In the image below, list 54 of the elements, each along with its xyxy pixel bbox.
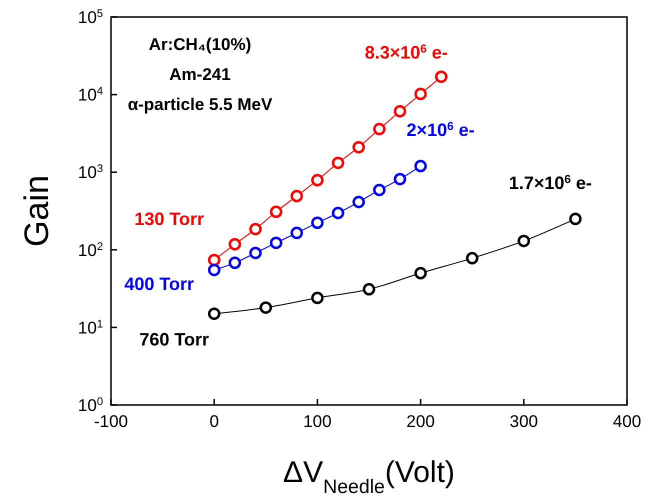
x-tick-label: 0: [209, 412, 219, 431]
point: [228, 238, 242, 250]
point: [249, 222, 262, 236]
point: [332, 156, 344, 170]
point: [290, 190, 304, 202]
y-tick-label: 10$^{0}$: [78, 396, 103, 415]
point: [569, 212, 582, 226]
x-tick-label: 300: [510, 412, 538, 431]
point: [373, 122, 386, 136]
point: [332, 206, 344, 220]
point: [362, 283, 376, 296]
point: [249, 246, 262, 260]
point: [352, 196, 365, 208]
x-tick-label: 200: [406, 412, 435, 431]
y-tick-label: 10$^{5}$: [78, 8, 103, 27]
point: [311, 174, 324, 186]
annotation: α-particle 5.5 MeV: [128, 95, 273, 114]
y-tick-label: 10$^{4}$: [78, 86, 103, 105]
point: [208, 307, 220, 320]
annotation: 8.3×10$^{6}$ e-: [364, 42, 448, 63]
x-tick-label: 100: [303, 412, 332, 431]
x-tick-label: -100: [94, 412, 128, 431]
point: [373, 184, 386, 196]
point: [208, 254, 220, 266]
annotation: 2×10$^{6}$ e-: [406, 120, 475, 140]
series-label: 130 Torr: [134, 208, 204, 229]
x-axis-title: ΔV$_{Needle}$(Volt): [283, 456, 455, 498]
point: [414, 266, 427, 280]
annotation: Am-241: [169, 65, 231, 84]
series-label: 400 Torr: [124, 274, 194, 294]
point: [414, 160, 427, 172]
y-axis-title: Gain: [18, 175, 56, 247]
point: [394, 105, 406, 118]
point: [352, 140, 365, 154]
point: [270, 236, 282, 250]
point: [518, 234, 530, 248]
point: [311, 292, 324, 304]
point: [290, 226, 304, 240]
y-tick-label: 10$^{3}$: [78, 163, 103, 182]
annotation: Ar:CH₄(10%): [148, 35, 252, 54]
point: [208, 264, 220, 276]
y-tick-label: 10$^{2}$: [78, 240, 103, 260]
point: [260, 301, 272, 314]
point: [228, 256, 242, 270]
point: [414, 88, 427, 100]
y-tick-label: 10$^{1}$: [78, 318, 103, 338]
point: [394, 172, 406, 186]
point: [466, 252, 478, 264]
point: [434, 70, 448, 83]
point: [311, 216, 324, 230]
annotation: 1.7×10$^{6}$ e-: [508, 172, 592, 193]
series-label: 760 Torr: [139, 330, 210, 350]
point: [270, 206, 282, 218]
x-tick-label: 400: [612, 412, 642, 431]
